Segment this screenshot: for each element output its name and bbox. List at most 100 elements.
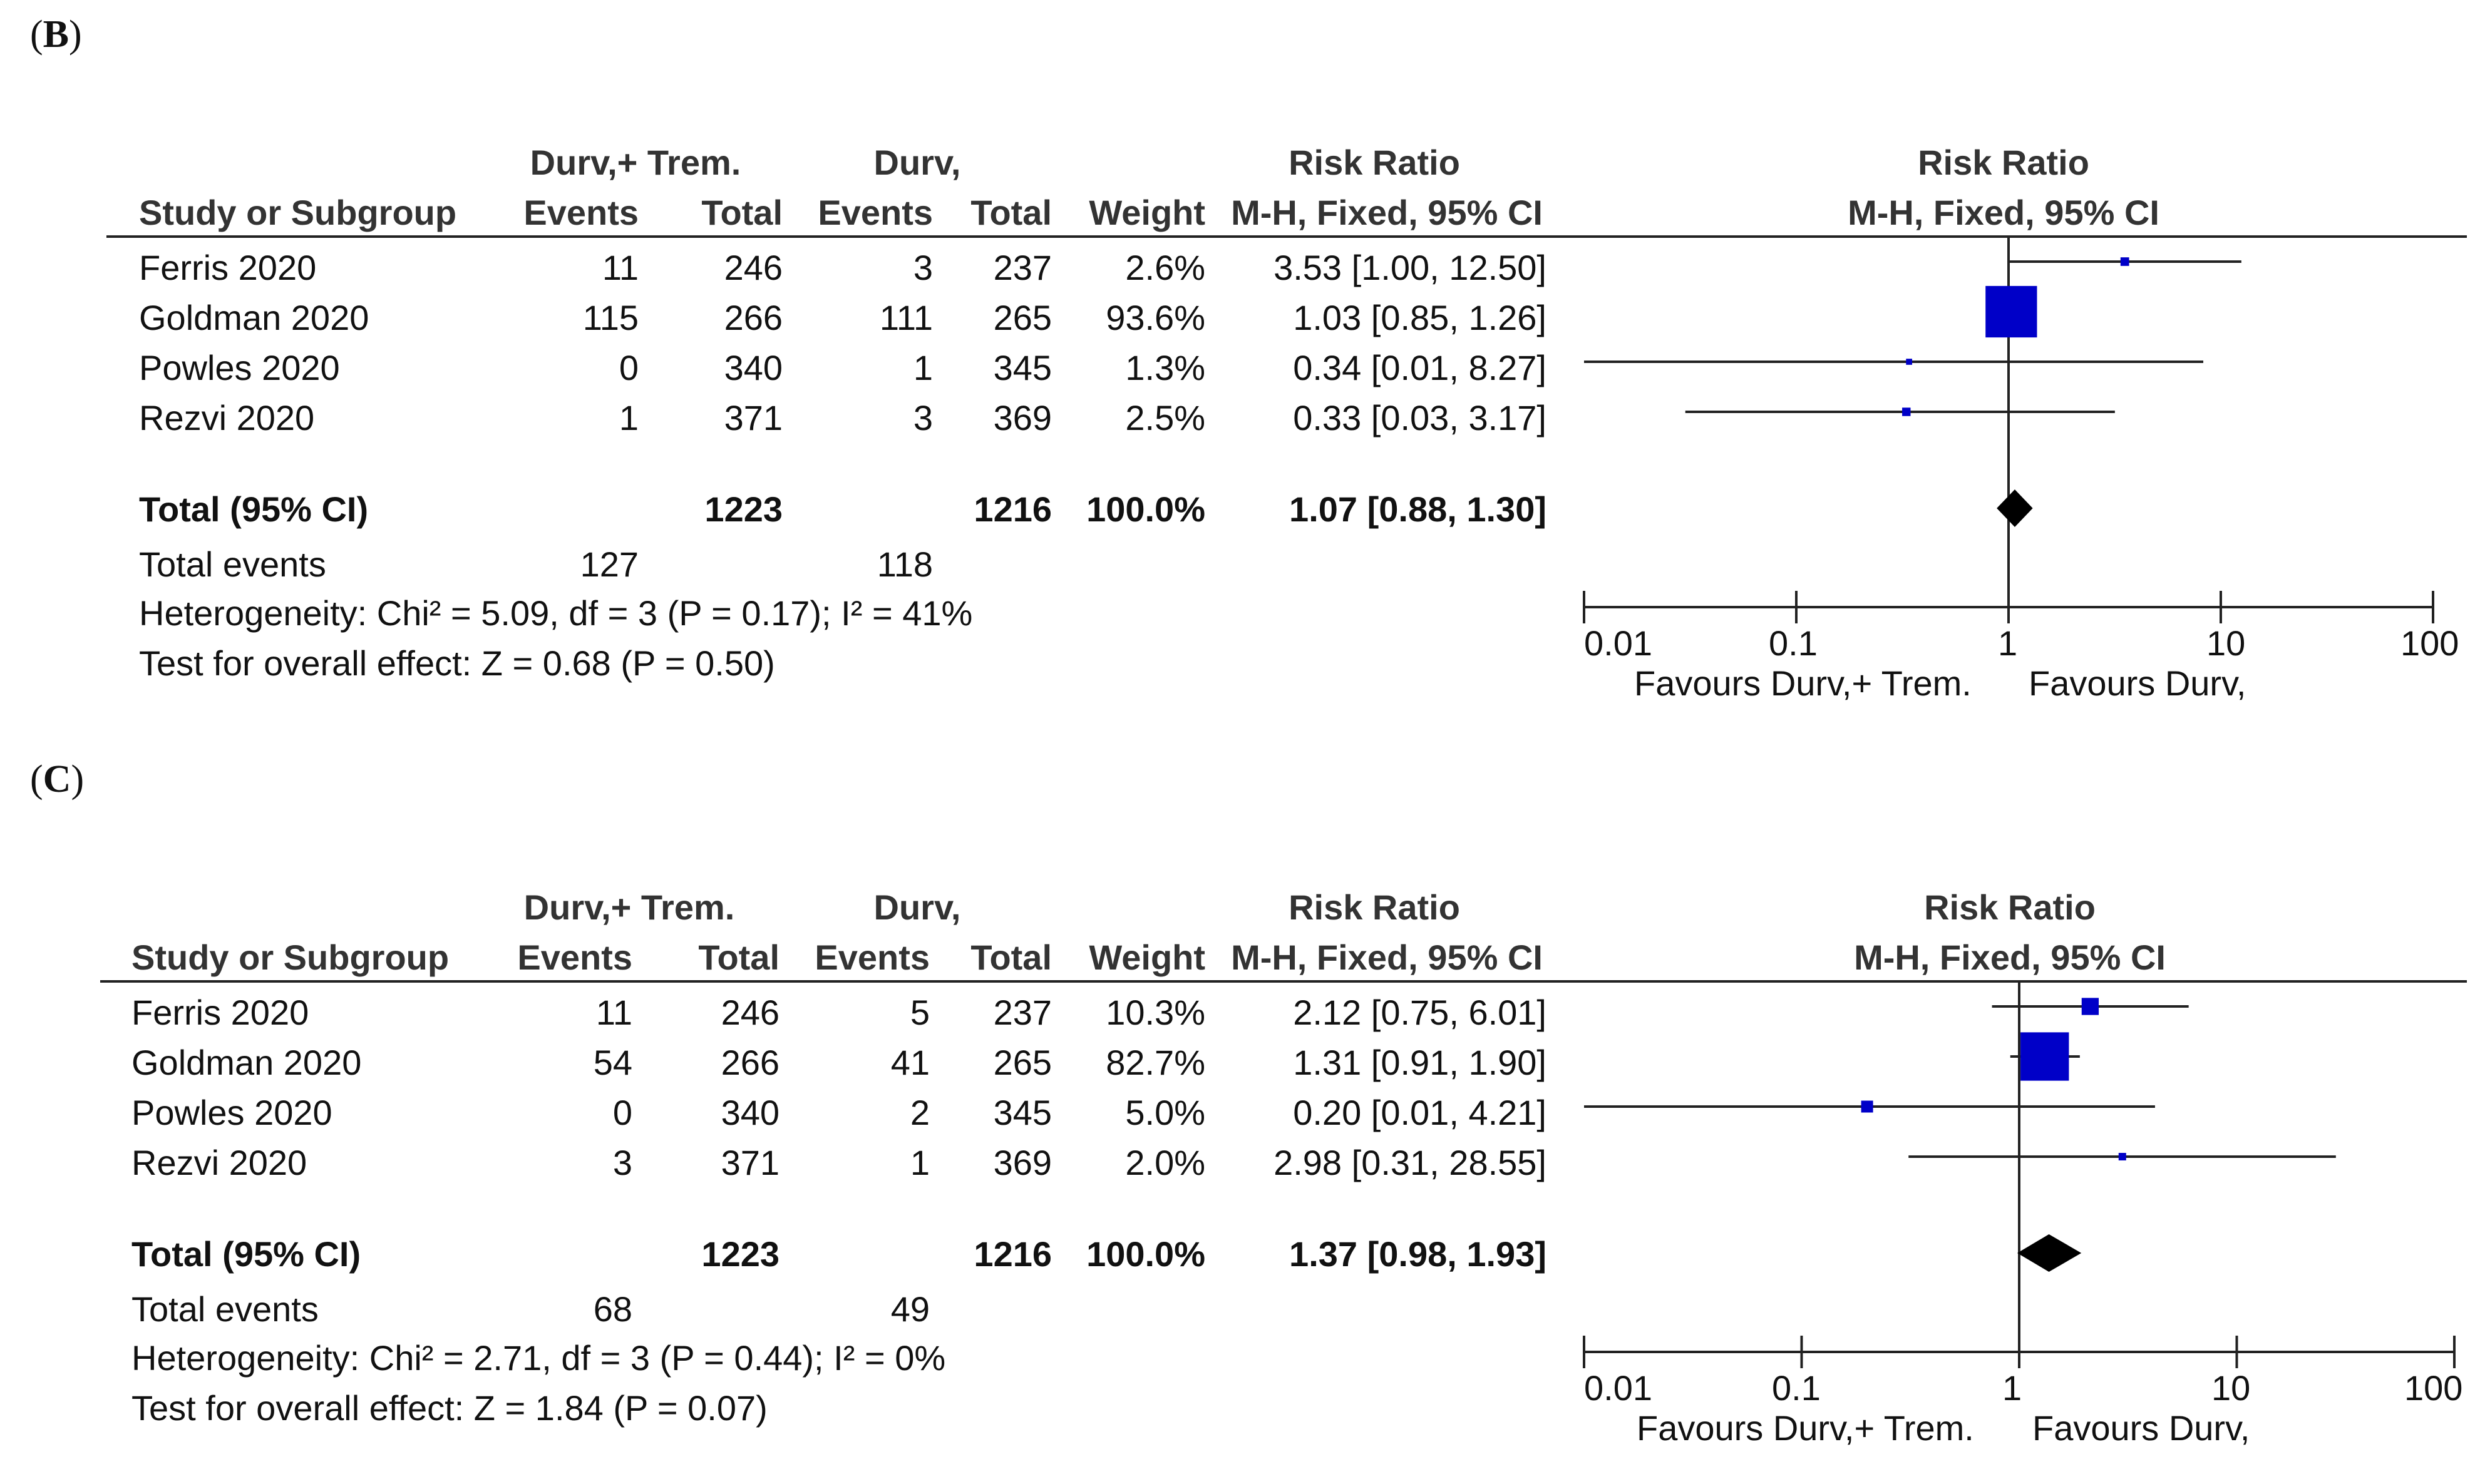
axis-tick-label: 100 bbox=[2404, 1368, 2463, 1408]
rr-ci: 0.33 [0.03, 3.17] bbox=[1293, 398, 1546, 438]
axis-tick-label: 10 bbox=[2206, 623, 2246, 663]
exp-events: 3 bbox=[612, 1143, 632, 1182]
rr-ci: 2.98 [0.31, 28.55] bbox=[1273, 1143, 1546, 1182]
forest-plot bbox=[1583, 980, 2456, 1368]
total-events-exp: 127 bbox=[580, 545, 639, 584]
favours-left: Favours Durv,+ Trem. bbox=[1637, 1408, 1974, 1448]
axis-tick-label: 0.01 bbox=[1584, 623, 1652, 663]
study-name: Rezvi 2020 bbox=[139, 398, 315, 438]
study-estimate-square bbox=[1902, 407, 1911, 416]
total-events-exp: 68 bbox=[593, 1289, 632, 1329]
ctl-events: 111 bbox=[879, 298, 933, 337]
heterogeneity: Heterogeneity: Chi² = 2.71, df = 3 (P = … bbox=[131, 1338, 946, 1378]
total-exp: 1223 bbox=[704, 489, 783, 529]
axis-tick-label: 0.01 bbox=[1584, 1368, 1652, 1408]
total-weight: 100.0% bbox=[1086, 489, 1205, 529]
axis-tick-label: 0.1 bbox=[1769, 623, 1818, 663]
rr-ci: 3.53 [1.00, 12.50] bbox=[1273, 248, 1546, 287]
weight-header: Weight bbox=[1089, 193, 1205, 232]
rr-ci: 1.31 [0.91, 1.90] bbox=[1293, 1043, 1546, 1082]
header-rule bbox=[106, 235, 2467, 238]
axis-tick-label: 0.1 bbox=[1772, 1368, 1821, 1408]
plot-group-header: Risk Ratio bbox=[1924, 888, 2096, 927]
exp-total: 371 bbox=[721, 1143, 780, 1182]
exp-total-header: Total bbox=[698, 938, 780, 977]
total-label: Total (95% CI) bbox=[131, 1234, 361, 1274]
weight: 5.0% bbox=[1125, 1093, 1205, 1132]
ctl-total: 345 bbox=[993, 1093, 1052, 1132]
exp-events: 54 bbox=[593, 1043, 632, 1082]
weight-header: Weight bbox=[1089, 938, 1205, 977]
weight: 1.3% bbox=[1125, 348, 1205, 387]
panel-label: (C) bbox=[30, 758, 85, 801]
total-rr: 1.37 [0.98, 1.93] bbox=[1289, 1234, 1546, 1274]
study-name: Ferris 2020 bbox=[139, 248, 317, 287]
rr-method-header: M-H, Fixed, 95% CI bbox=[1231, 938, 1543, 977]
weight: 93.6% bbox=[1106, 298, 1205, 337]
favours-left: Favours Durv,+ Trem. bbox=[1634, 663, 1972, 703]
plot-method-header: M-H, Fixed, 95% CI bbox=[1854, 938, 2166, 977]
study-estimate-square bbox=[2020, 1032, 2069, 1081]
axis-tick-label: 1 bbox=[2002, 1368, 2022, 1408]
forest-panel-b: (B) Durv,+ Trem. Durv, Risk Ratio Risk R… bbox=[0, 0, 2480, 739]
study-estimate-square bbox=[2118, 1152, 2126, 1161]
ctl-group-header: Durv, bbox=[873, 888, 961, 927]
panel-label: (B) bbox=[30, 13, 82, 56]
plot-group-header: Risk Ratio bbox=[1918, 143, 2089, 182]
study-name: Powles 2020 bbox=[139, 348, 340, 387]
weight: 10.3% bbox=[1106, 993, 1205, 1032]
rr-group-header: Risk Ratio bbox=[1289, 888, 1460, 927]
ctl-events-header: Events bbox=[815, 938, 930, 977]
total-ctl: 1216 bbox=[974, 489, 1052, 529]
total-rr: 1.07 [0.88, 1.30] bbox=[1289, 489, 1546, 529]
study-name: Ferris 2020 bbox=[131, 993, 309, 1032]
study-name: Goldman 2020 bbox=[139, 298, 369, 337]
total-label: Total (95% CI) bbox=[139, 489, 369, 529]
exp-total-header: Total bbox=[701, 193, 783, 232]
ctl-total: 265 bbox=[993, 1043, 1052, 1082]
ctl-group-header: Durv, bbox=[873, 143, 961, 182]
exp-events: 0 bbox=[612, 1093, 632, 1132]
axis-tick-label: 100 bbox=[2400, 623, 2459, 663]
exp-group-header: Durv,+ Trem. bbox=[523, 888, 735, 927]
rr-method-header: M-H, Fixed, 95% CI bbox=[1231, 193, 1543, 232]
ctl-events: 2 bbox=[910, 1093, 930, 1132]
total-events-ctl: 118 bbox=[877, 545, 933, 584]
study-name: Rezvi 2020 bbox=[131, 1143, 307, 1182]
total-weight: 100.0% bbox=[1086, 1234, 1205, 1274]
overall-effect: Test for overall effect: Z = 1.84 (P = 0… bbox=[131, 1388, 768, 1428]
forest-plot bbox=[1583, 235, 2434, 623]
rr-ci: 0.34 [0.01, 8.27] bbox=[1293, 348, 1546, 387]
exp-total: 266 bbox=[724, 298, 783, 337]
study-estimate-square bbox=[2120, 257, 2129, 266]
exp-total: 371 bbox=[724, 398, 783, 438]
ctl-total: 237 bbox=[993, 248, 1052, 287]
ctl-total-header: Total bbox=[970, 938, 1052, 977]
favours-right: Favours Durv, bbox=[2032, 1408, 2250, 1448]
study-col-header: Study or Subgroup bbox=[139, 193, 457, 232]
ctl-events-header: Events bbox=[818, 193, 933, 232]
ctl-total: 345 bbox=[993, 348, 1052, 387]
weight: 2.5% bbox=[1125, 398, 1205, 438]
weight: 2.0% bbox=[1125, 1143, 1205, 1182]
ctl-total: 265 bbox=[993, 298, 1052, 337]
overall-effect: Test for overall effect: Z = 0.68 (P = 0… bbox=[139, 643, 775, 683]
header-rule bbox=[100, 980, 2467, 983]
ctl-total: 369 bbox=[993, 1143, 1052, 1182]
study-name: Goldman 2020 bbox=[131, 1043, 362, 1082]
total-ctl: 1216 bbox=[974, 1234, 1052, 1274]
favours-right: Favours Durv, bbox=[2029, 663, 2246, 703]
total-events-label: Total events bbox=[139, 545, 326, 584]
total-events-ctl: 49 bbox=[890, 1289, 930, 1329]
exp-total: 340 bbox=[724, 348, 783, 387]
ctl-events: 41 bbox=[890, 1043, 930, 1082]
exp-group-header: Durv,+ Trem. bbox=[530, 143, 741, 182]
exp-events: 115 bbox=[582, 298, 639, 337]
exp-events-header: Events bbox=[523, 193, 639, 232]
study-col-header: Study or Subgroup bbox=[131, 938, 450, 977]
ctl-events: 3 bbox=[913, 398, 933, 438]
ctl-events: 3 bbox=[913, 248, 933, 287]
rr-group-header: Risk Ratio bbox=[1289, 143, 1460, 182]
total-events-label: Total events bbox=[131, 1289, 319, 1329]
exp-events-header: Events bbox=[517, 938, 632, 977]
